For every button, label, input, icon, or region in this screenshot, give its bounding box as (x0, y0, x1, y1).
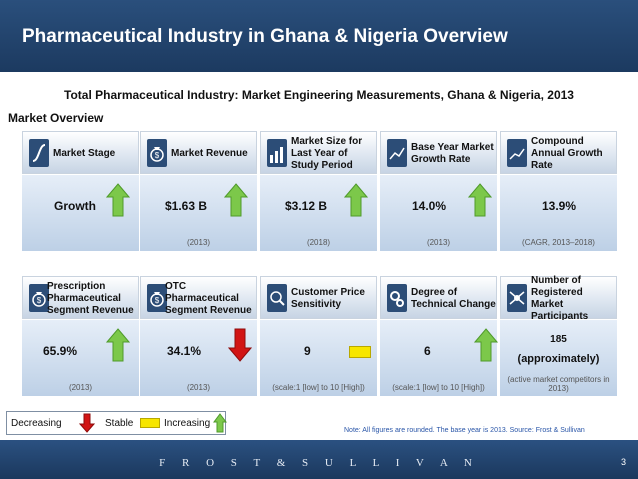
card-value: $1.63 B (165, 199, 208, 213)
card-note: (2018) (306, 238, 331, 247)
increasing-arrow-icon (224, 183, 248, 217)
increasing-arrow-icon (106, 183, 130, 217)
participants-icon (507, 284, 527, 312)
svg-text:$: $ (155, 151, 160, 160)
footer-bar: F R O S T & S U L L I V A N 3 (0, 440, 638, 479)
money-bag-icon: $ (29, 284, 49, 312)
source-note: Note: All figures are rounded. The base … (344, 427, 585, 434)
card-label: Prescription Pharmaceutical Segment Reve… (47, 280, 134, 316)
magnifier-price-icon (267, 284, 287, 312)
card-label: Compound Annual Growth Rate (531, 135, 603, 171)
legend-stable-label: Stable (105, 418, 134, 429)
card-note: (CAGR, 2013–2018) (522, 238, 595, 247)
card-label: Number of Registered Market Participants (531, 274, 589, 322)
card-label: OTC Pharmaceutical Segment Revenue (165, 280, 252, 316)
card-value: 65.9% (43, 344, 78, 358)
title-bar: Pharmaceutical Industry in Ghana & Niger… (0, 0, 638, 72)
page-title: Pharmaceutical Industry in Ghana & Niger… (22, 26, 508, 47)
increasing-arrow-icon (468, 183, 492, 217)
increasing-arrow-icon (474, 328, 498, 362)
cagr-line-icon (507, 139, 527, 167)
stable-indicator-icon (140, 418, 160, 428)
market-stage-icon (29, 139, 49, 167)
card-note: (scale:1 [low] to 10 [High]) (392, 383, 485, 392)
legend: Decreasing Stable Increasing (6, 411, 227, 435)
card-value: 34.1% (167, 344, 202, 358)
section-heading: Market Overview (8, 111, 104, 125)
decreasing-arrow-icon (79, 413, 95, 433)
gears-icon (387, 284, 407, 312)
card-label: Market Stage (53, 147, 116, 159)
increasing-arrow-icon (213, 413, 227, 433)
card-note: (2013) (68, 383, 93, 392)
card-note: (2013) (426, 238, 451, 247)
card-value: 9 (304, 344, 311, 358)
stable-indicator-icon (349, 346, 371, 358)
svg-text:$: $ (37, 296, 42, 305)
card-note: (active market competitors in 2013) (507, 375, 610, 393)
card-value: 185 (550, 334, 567, 345)
card-label: Degree of Technical Change (411, 286, 496, 310)
bar-chart-icon (267, 139, 287, 167)
growth-line-icon (387, 139, 407, 167)
card-value: 6 (424, 344, 431, 358)
brand-logo: F R O S T & S U L L I V A N (159, 457, 479, 469)
card-label: Market Revenue (171, 147, 248, 159)
card-note: (2013) (186, 238, 211, 247)
card-value: Growth (54, 199, 96, 213)
card-note: (2013) (186, 383, 211, 392)
legend-increasing-label: Increasing (164, 418, 211, 429)
card-value: 14.0% (412, 199, 447, 213)
card-label: Base Year Market Growth Rate (411, 141, 494, 165)
svg-text:$: $ (155, 296, 160, 305)
legend-decreasing-label: Decreasing (11, 418, 62, 429)
card-label: Customer Price Sensitivity (291, 286, 365, 310)
subtitle: Total Pharmaceutical Industry: Market En… (64, 88, 574, 102)
card-value-qualifier: (approximately) (517, 353, 600, 365)
card-label: Market Size for Last Year of Study Perio… (291, 135, 363, 171)
increasing-arrow-icon (344, 183, 368, 217)
card-note: (scale:1 [low] to 10 [High]) (272, 383, 365, 392)
increasing-arrow-icon (106, 328, 130, 362)
card-value: $3.12 B (285, 199, 328, 213)
decreasing-arrow-icon (228, 328, 252, 362)
money-bag-icon: $ (147, 139, 167, 167)
page-number: 3 (620, 457, 626, 467)
card-value: 13.9% (542, 199, 577, 213)
money-bag-icon: $ (147, 284, 167, 312)
